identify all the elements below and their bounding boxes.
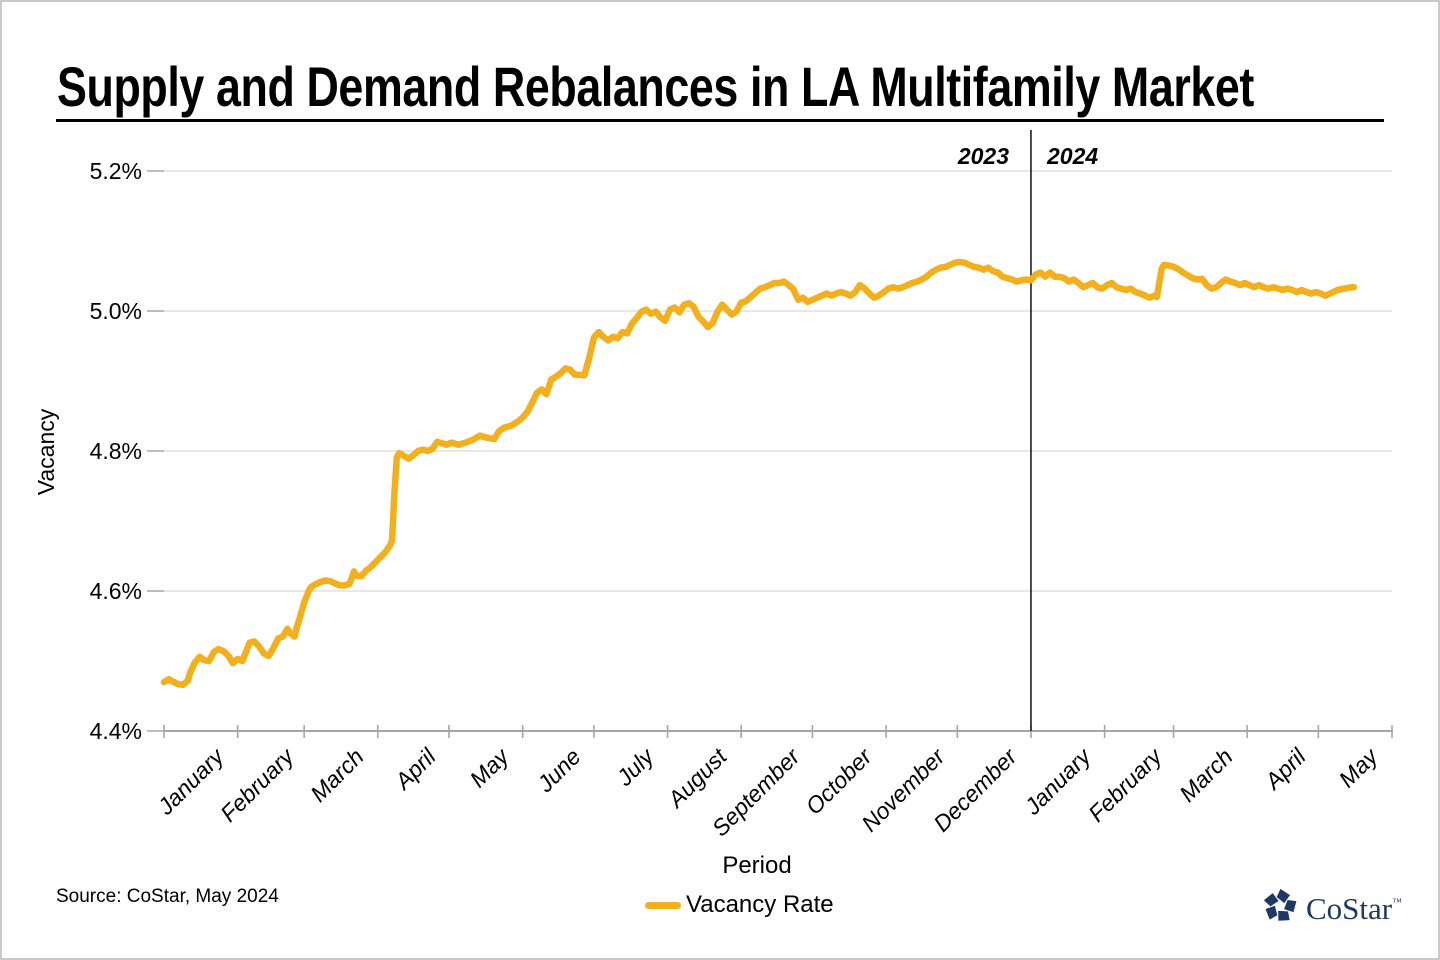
y-tick-label-5.2%: 5.2% (89, 158, 142, 184)
legend: Vacancy Rate (645, 891, 834, 919)
vacancy-rate-line (160, 258, 1358, 689)
pinwheel-petal (1276, 888, 1290, 904)
year-label-2023: 2023 (957, 143, 1009, 169)
legend-label: Vacancy Rate (686, 891, 834, 918)
costar-logo-text: CoStar™ (1306, 891, 1402, 926)
pinwheel-petal (1284, 900, 1297, 913)
y-tick-label-4.6%: 4.6% (89, 578, 142, 604)
y-tick-label-4.8%: 4.8% (89, 438, 142, 464)
costar-logo: CoStar™ (1261, 884, 1402, 928)
x-axis-title: Period (722, 852, 792, 879)
chart-title: Supply and Demand Rebalances in LA Multi… (57, 55, 1254, 118)
year-label-2024: 2024 (1047, 143, 1099, 169)
pinwheel-petal (1278, 910, 1290, 921)
title-rule (56, 119, 1384, 122)
pinwheel-petal (1263, 893, 1279, 907)
trademark-symbol: ™ (1392, 897, 1402, 908)
costar-pinwheel-icon (1263, 888, 1297, 921)
pinwheel-petal (1265, 905, 1278, 920)
source-note: Source: CoStar, May 2024 (56, 886, 279, 907)
y-tick-label-5.0%: 5.0% (89, 298, 142, 324)
vacancy-rate-line-swatch-icon (645, 901, 681, 909)
y-tick-label-4.4%: 4.4% (89, 718, 142, 744)
